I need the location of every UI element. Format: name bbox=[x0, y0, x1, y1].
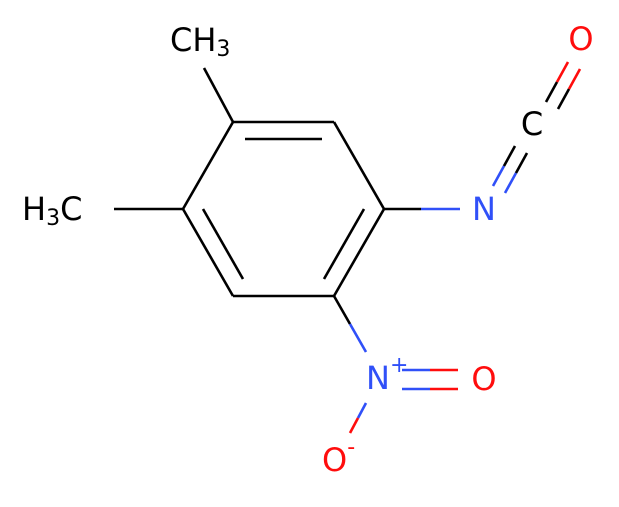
atom-label: CH3 bbox=[170, 21, 230, 62]
bond bbox=[348, 417, 360, 434]
bond bbox=[322, 208, 366, 280]
bond bbox=[332, 208, 386, 297]
atom-subscript: 3 bbox=[216, 37, 230, 62]
atom-symbol: C bbox=[60, 190, 82, 228]
atom-label: H3C bbox=[22, 190, 82, 231]
atom-label: N+ bbox=[366, 353, 408, 397]
atom-symbol: O bbox=[322, 441, 347, 479]
bond bbox=[356, 402, 368, 419]
bond bbox=[502, 145, 517, 167]
bond bbox=[503, 172, 518, 194]
atom-label: C bbox=[521, 105, 543, 143]
atom-symbol: H bbox=[22, 190, 46, 228]
bond bbox=[514, 152, 529, 174]
bond bbox=[202, 67, 235, 123]
atom-label: O bbox=[568, 20, 593, 58]
bond bbox=[201, 208, 245, 280]
bond bbox=[567, 68, 582, 90]
bond bbox=[332, 295, 352, 325]
atom-charge: - bbox=[347, 435, 355, 460]
atom-subscript: 3 bbox=[46, 206, 60, 231]
bond bbox=[491, 165, 506, 187]
bond bbox=[544, 81, 559, 103]
bond bbox=[556, 88, 571, 110]
atom-charge: + bbox=[390, 353, 408, 378]
atom-label: O- bbox=[322, 435, 355, 479]
bond bbox=[332, 121, 386, 210]
atom-symbol: N bbox=[366, 359, 390, 397]
bond bbox=[181, 208, 235, 297]
bonds bbox=[114, 61, 582, 434]
atom-label: O bbox=[471, 360, 496, 398]
atom-labels: CH3 H3C N C O N+ O O- bbox=[22, 20, 594, 479]
bond bbox=[348, 323, 368, 353]
bond bbox=[181, 121, 235, 210]
atom-symbol: CH bbox=[170, 21, 216, 59]
atom-label: N bbox=[472, 190, 496, 228]
bond bbox=[555, 61, 570, 83]
